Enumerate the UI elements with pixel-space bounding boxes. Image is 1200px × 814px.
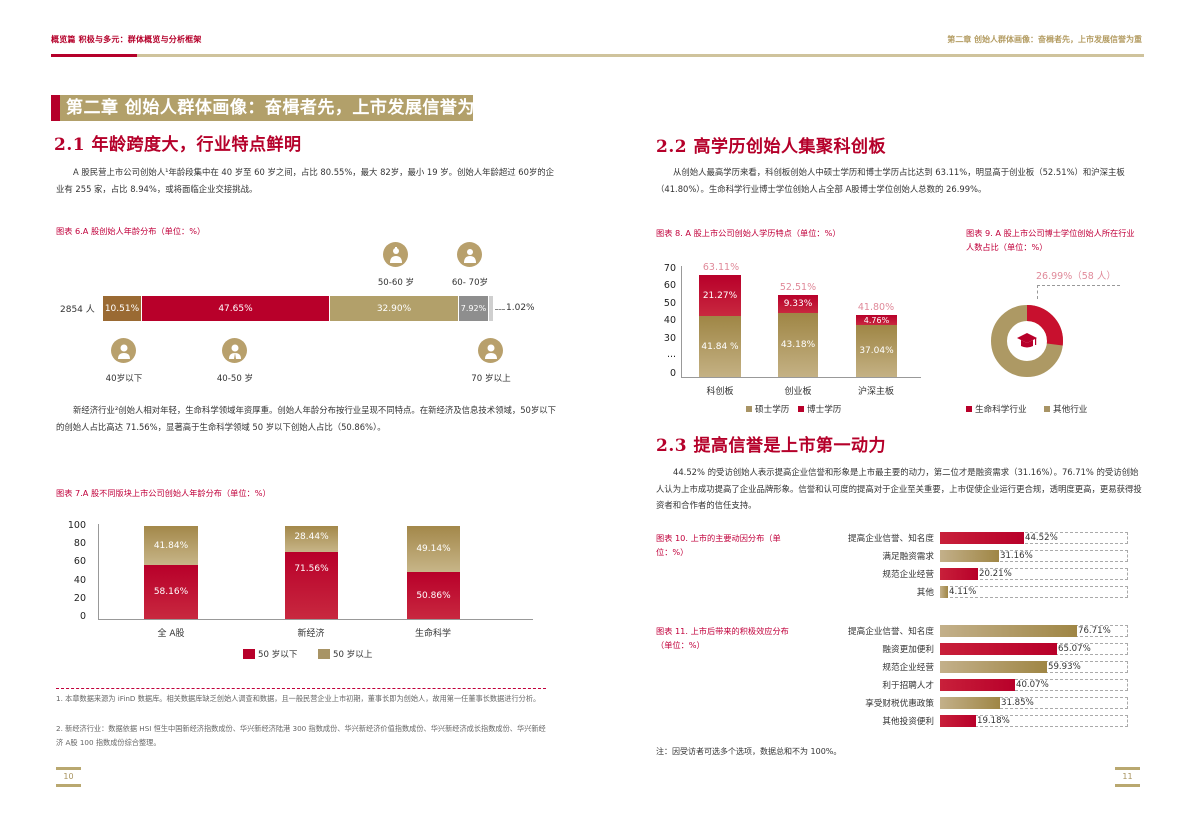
age-label-under-40: 40岁以下 [105, 374, 143, 384]
page-number-rule-top-right [1115, 767, 1140, 770]
age-label-50-60: 50-60 岁 [377, 278, 415, 288]
person-icon-60-70 [457, 242, 482, 267]
fig9-callout: 26.99%（58 人） [1036, 271, 1116, 282]
age-bar-over-70 [489, 296, 493, 321]
fig8-category-main-board: 沪深主板 [857, 387, 894, 397]
header-divider-accent [51, 54, 137, 57]
running-header-left: 概览篇 积极与多元：群体概览与分析框架 [51, 35, 202, 44]
figure-6-title: 图表 6.A 股创始人年龄分布（单位：%） [56, 226, 206, 236]
fig8-total-main-board: 41.80% [857, 302, 895, 313]
age-bar-40-50: 47.65% [142, 296, 329, 321]
survey-note: 注：因受访者可选多个选项，数据总和不为 100%。 [656, 747, 842, 756]
figure-7-x-axis-line [98, 619, 533, 620]
figure-11-chart: 提高企业信誉、知名度 76.71% 融资更加便利 65.07% 规范企业经营 5… [830, 625, 1128, 727]
page-number-rule-top-left [56, 767, 81, 770]
footnote-1: 1. 本章数据来源为 iFinD 数据库。相关数据库缺乏创始人调查和数据，且一般… [56, 694, 541, 703]
age-over-70-value: 1.02% [506, 303, 535, 313]
fig10-row: 规范企业经营 20.21% [830, 568, 1128, 580]
section-title-2-3: 2.3 提高信誉是上市第一动力 [656, 436, 886, 456]
fig11-row: 其他投资便利 19.18% [830, 715, 1128, 727]
fig7-bar-life-science: 49.14% 50.86% [407, 526, 460, 619]
section-2-1-paragraph-2: 新经济行业²创始人相对年轻，生命科学领域年资厚重。创始人年龄分布按行业呈现不同特… [56, 405, 557, 432]
footnote-divider [56, 688, 546, 689]
fig9-callout-line-h [1037, 285, 1120, 286]
page-number-rule-bottom-left [56, 784, 81, 787]
page-number-right: 11 [1122, 772, 1133, 781]
fig11-row: 融资更加便利 65.07% [830, 643, 1128, 655]
fig8-bar-chinext: 9.33% 43.18% [778, 295, 818, 377]
section-2-1-paragraph-1: A 股民营上市公司创始人¹年龄段集中在 40 岁至 60 岁之间，占比 80.5… [56, 167, 555, 194]
fig9-callout-line-v [1037, 285, 1038, 299]
chapter-banner [51, 95, 473, 121]
fig8-total-chinext: 52.51% [779, 282, 817, 293]
fig9-legend-life-science: 生命科学行业 [966, 403, 1027, 415]
fig11-row: 提高企业信誉、知名度 76.71% [830, 625, 1128, 637]
figure-8-y-axis-line [681, 266, 682, 378]
section-2-2-paragraph: 从创始人最高学历来看，科创板创始人中硕士学历和博士学历占比达到 63.11%，明… [656, 167, 1125, 194]
fig7-category-all-a: 全 A股 [157, 629, 185, 639]
fig10-row: 提高企业信誉、知名度 44.52% [830, 532, 1128, 544]
leader-line [495, 309, 505, 310]
fig7-category-life-science: 生命科学 [414, 629, 451, 639]
figure-10-title: 图表 10. 上市的主要动因分布（单位：%） [656, 533, 781, 557]
fig7-legend-under-50: 50 岁以下 [243, 648, 297, 660]
age-bar-under-40: 10.51% [103, 296, 141, 321]
fig7-bar-new-economy: 28.44% 71.56% [285, 526, 338, 619]
figure-8-x-axis-line [681, 377, 921, 378]
fig7-bar-all-a: 41.84% 58.16% [144, 526, 198, 619]
header-divider [51, 54, 1144, 57]
person-icon-over-70 [478, 338, 503, 363]
total-count-label: 2854 人 [60, 305, 95, 315]
section-title-2-2: 2.2 高学历创始人集聚科创板 [656, 137, 886, 157]
section-2-3-paragraph: 44.52% 的受访创始人表示提高企业信誉和形象是上市最主要的动力，第二位才是融… [656, 467, 1142, 510]
person-icon-50-60 [383, 242, 408, 267]
fig7-category-new-economy: 新经济 [297, 629, 325, 639]
age-bar-50-60: 32.90% [330, 296, 458, 321]
fig11-row: 利于招聘人才 40.07% [830, 679, 1128, 691]
age-label-40-50: 40-50 岁 [216, 374, 254, 384]
page-number-left: 10 [63, 772, 74, 781]
figure-11-title: 图表 11. 上市后带来的积极效应分布（单位：%） [656, 626, 789, 650]
page-number-rule-bottom-right [1115, 784, 1140, 787]
person-icon-under-40 [111, 338, 136, 363]
figure-7-y-axis-line [98, 524, 99, 620]
fig8-legend-phd: 博士学历 [798, 403, 841, 415]
fig10-row: 其他 4.11% [830, 586, 1128, 598]
figure-7-title: 图表 7.A 股不同版块上市公司创始人年龄分布（单位：%） [56, 488, 271, 498]
age-label-over-70: 70 岁以上 [471, 374, 511, 384]
section-title-2-1: 2.1 年龄跨度大，行业特点鲜明 [54, 135, 302, 155]
fig7-legend-over-50: 50 岁以上 [318, 648, 372, 660]
fig10-row: 满足融资需求 31.16% [830, 550, 1128, 562]
chapter-title: 第二章 创始人群体画像：奋楫者先，上市发展信誉为重 [66, 98, 493, 118]
figure-10-chart: 提高企业信誉、知名度 44.52% 满足融资需求 31.16% 规范企业经营 2… [830, 532, 1128, 598]
footnote-2: 2. 新经济行业：数据依据 HSI 恒生中国新经济指数成份、华兴新经济陆港 30… [56, 724, 546, 747]
age-bar-60-70: 7.92% [459, 296, 488, 321]
fig9-donut-chart [989, 303, 1065, 379]
figure-8-title: 图表 8. A 股上市公司创始人学历特点（单位：%） [656, 228, 841, 238]
fig8-total-star: 63.11% [702, 262, 740, 273]
person-icon-40-50 [222, 338, 247, 363]
fig9-legend-other: 其他行业 [1044, 403, 1087, 415]
chapter-banner-accent [51, 95, 60, 121]
fig8-category-chinext: 创业板 [784, 387, 812, 397]
figure-9-title: 图表 9. A 股上市公司博士学位创始人所在行业人数占比（单位：%） [966, 228, 1135, 252]
fig11-row: 规范企业经营 59.93% [830, 661, 1128, 673]
fig8-category-star-market: 科创板 [706, 387, 734, 397]
fig8-bar-star-market: 21.27% 41.84 % [699, 275, 741, 377]
fig8-legend-masters: 硕士学历 [746, 403, 789, 415]
fig8-bar-main-board: 4.76% 37.04% [856, 315, 897, 377]
fig11-row: 享受财税优惠政策 31.85% [830, 697, 1128, 709]
age-label-60-70: 60- 70岁 [451, 278, 489, 288]
graduation-cap-icon [1016, 331, 1038, 351]
running-header-right: 第二章 创始人群体画像：奋楫者先，上市发展信誉为重 [947, 35, 1142, 44]
